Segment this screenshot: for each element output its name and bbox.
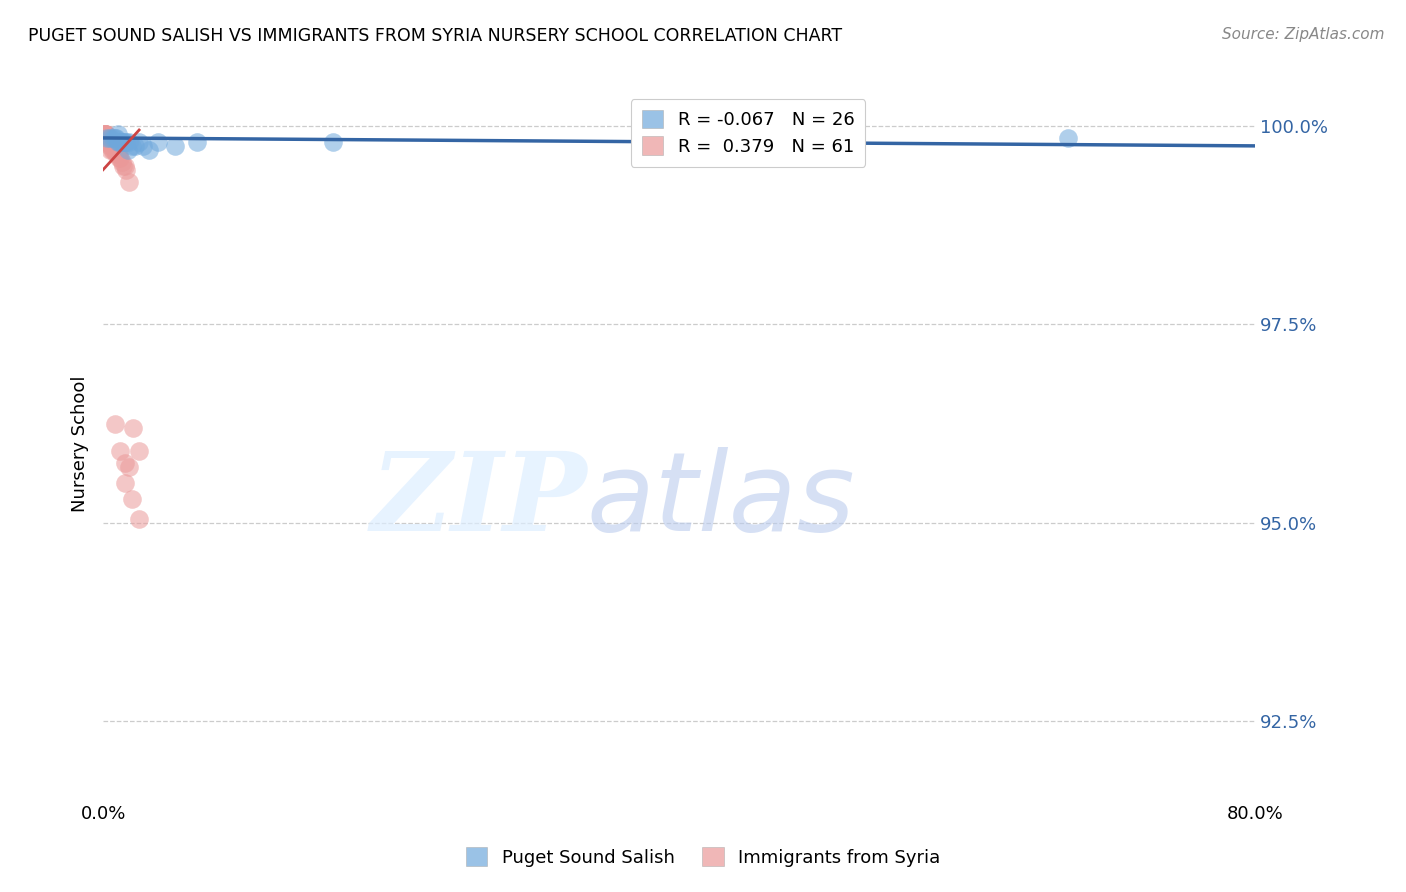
Text: ZIP: ZIP	[370, 447, 586, 555]
Point	[115, 162, 138, 177]
Point	[93, 127, 115, 141]
Point	[94, 131, 117, 145]
Point	[94, 127, 117, 141]
Point	[100, 135, 122, 149]
Point	[96, 135, 118, 149]
Legend: Puget Sound Salish, Immigrants from Syria: Puget Sound Salish, Immigrants from Syri…	[458, 840, 948, 874]
Point	[103, 139, 125, 153]
Point	[111, 135, 134, 149]
Point	[128, 512, 150, 526]
Point	[96, 135, 118, 149]
Text: PUGET SOUND SALISH VS IMMIGRANTS FROM SYRIA NURSERY SCHOOL CORRELATION CHART: PUGET SOUND SALISH VS IMMIGRANTS FROM SY…	[28, 27, 842, 45]
Point	[94, 131, 117, 145]
Point	[112, 135, 135, 149]
Point	[94, 127, 117, 141]
Point	[108, 151, 131, 165]
Point	[93, 127, 115, 141]
Point	[96, 135, 118, 149]
Point	[165, 139, 187, 153]
Point	[118, 175, 141, 189]
Point	[97, 135, 120, 149]
Point	[98, 143, 121, 157]
Point	[128, 135, 150, 149]
Point	[114, 456, 136, 470]
Point	[97, 131, 120, 145]
Point	[115, 135, 138, 149]
Point	[186, 135, 208, 149]
Point	[94, 135, 117, 149]
Point	[103, 143, 125, 157]
Point	[107, 127, 129, 141]
Point	[122, 420, 145, 434]
Point	[112, 159, 135, 173]
Point	[98, 131, 121, 145]
Point	[93, 127, 115, 141]
Point	[105, 143, 128, 157]
Point	[98, 135, 121, 149]
Point	[117, 143, 139, 157]
Point	[114, 476, 136, 491]
Point	[111, 154, 134, 169]
Point	[110, 151, 132, 165]
Point	[118, 460, 141, 475]
Point	[103, 131, 125, 145]
Point	[93, 131, 115, 145]
Point	[1056, 131, 1078, 145]
Point	[104, 417, 127, 431]
Point	[146, 135, 169, 149]
Point	[108, 146, 131, 161]
Point	[114, 159, 136, 173]
Point	[98, 135, 121, 149]
Point	[322, 135, 344, 149]
Point	[94, 131, 117, 145]
Point	[124, 139, 146, 153]
Point	[105, 146, 128, 161]
Point	[97, 135, 120, 149]
Point	[105, 131, 128, 145]
Point	[107, 143, 129, 157]
Point	[121, 139, 143, 153]
Point	[107, 135, 129, 149]
Point	[96, 131, 118, 145]
Point	[96, 131, 118, 145]
Point	[96, 131, 118, 145]
Text: atlas: atlas	[586, 447, 855, 554]
Point	[114, 135, 136, 149]
Point	[93, 127, 115, 141]
Text: Source: ZipAtlas.com: Source: ZipAtlas.com	[1222, 27, 1385, 42]
Point	[104, 143, 127, 157]
Legend: R = -0.067   N = 26, R =  0.379   N = 61: R = -0.067 N = 26, R = 0.379 N = 61	[631, 99, 865, 167]
Point	[94, 131, 117, 145]
Point	[121, 491, 143, 506]
Point	[96, 131, 118, 145]
Point	[107, 146, 129, 161]
Point	[93, 131, 115, 145]
Point	[100, 139, 122, 153]
Point	[104, 131, 127, 145]
Point	[110, 444, 132, 458]
Point	[98, 131, 121, 145]
Point	[132, 139, 155, 153]
Point	[93, 131, 115, 145]
Point	[93, 131, 115, 145]
Y-axis label: Nursery School: Nursery School	[72, 376, 89, 512]
Point	[110, 135, 132, 149]
Point	[93, 127, 115, 141]
Point	[100, 143, 122, 157]
Point	[108, 135, 131, 149]
Point	[97, 135, 120, 149]
Point	[98, 139, 121, 153]
Point	[740, 143, 762, 157]
Point	[94, 135, 117, 149]
Point	[128, 444, 150, 458]
Point	[93, 131, 115, 145]
Point	[104, 139, 127, 153]
Point	[138, 143, 160, 157]
Point	[118, 135, 141, 149]
